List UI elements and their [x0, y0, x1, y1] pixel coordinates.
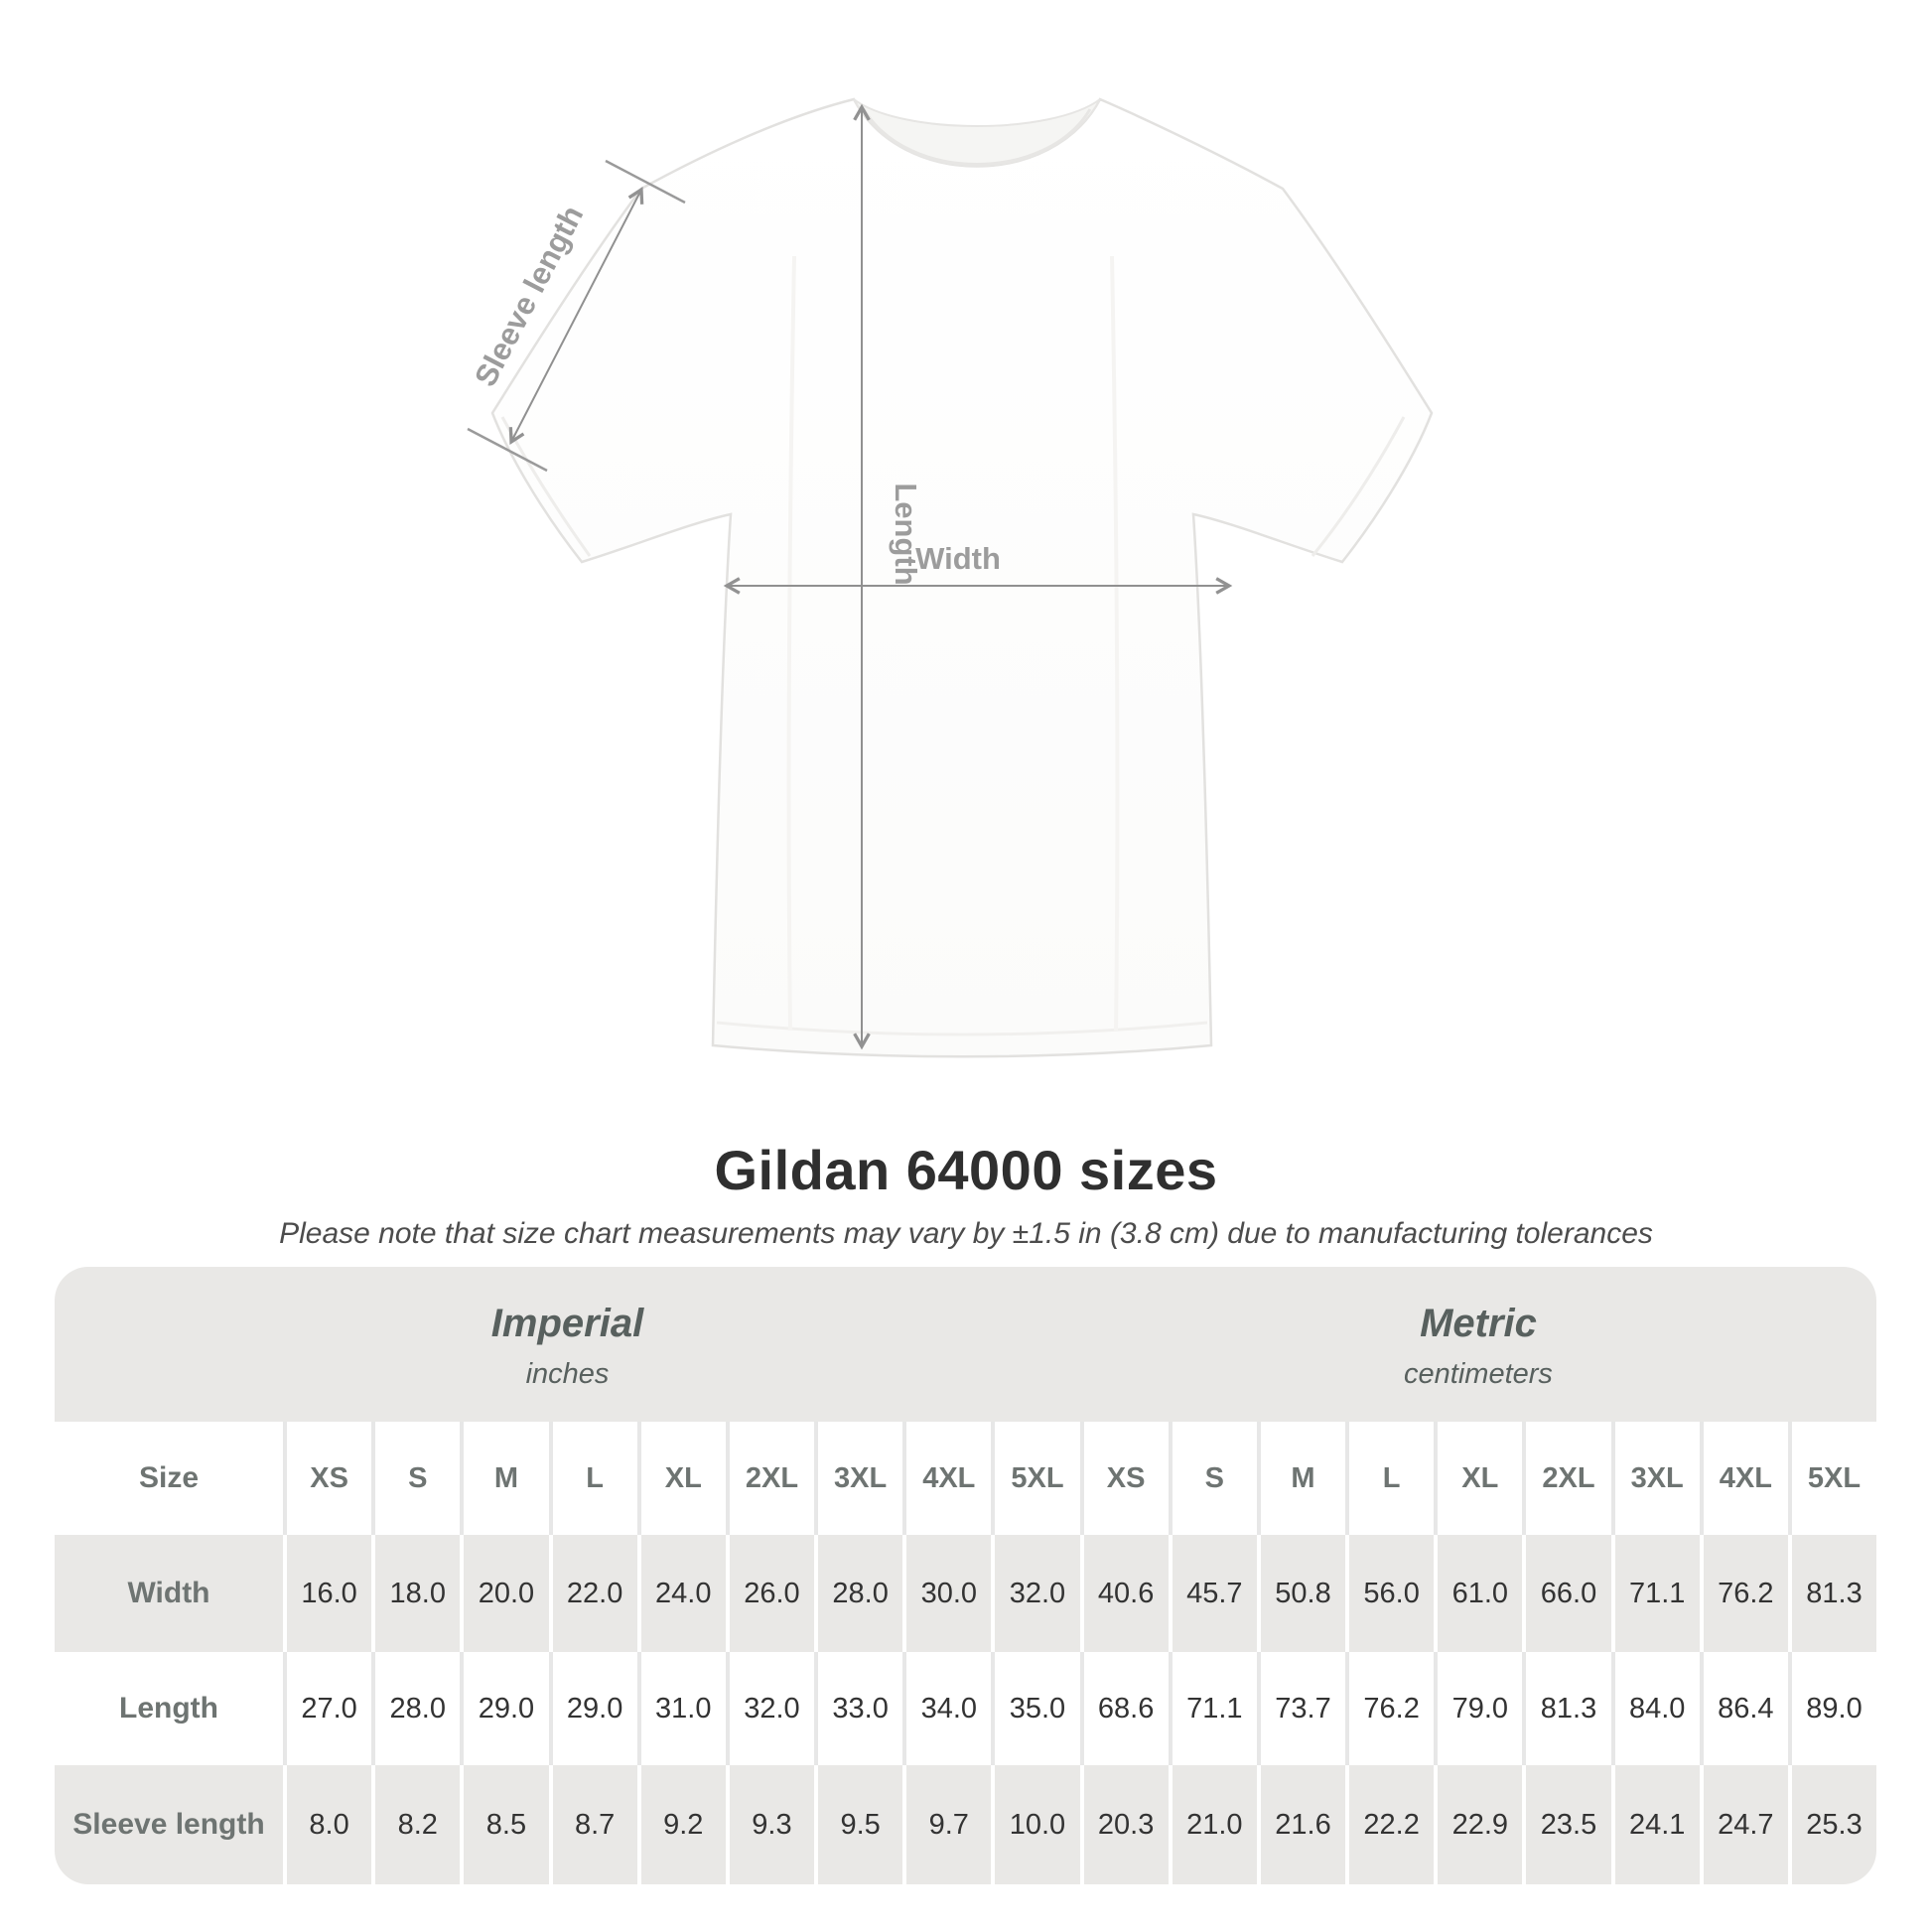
size-column-label: XS	[1079, 1422, 1169, 1535]
size-column-label: XL	[1434, 1422, 1522, 1535]
metric-unit: centimeters	[1404, 1358, 1553, 1390]
value-cell: 76.2	[1699, 1535, 1788, 1652]
size-column-label: 2XL	[725, 1422, 814, 1535]
value-cell: 8.7	[548, 1765, 637, 1884]
value-cell: 34.0	[902, 1652, 991, 1765]
tshirt-measurement-diagram: Length Width Sleeve length	[457, 77, 1449, 1080]
value-cell: 9.2	[636, 1765, 726, 1884]
page-subtitle: Please note that size chart measurements…	[279, 1217, 1653, 1250]
length-dimension: Length	[853, 103, 923, 1050]
value-cell: 29.0	[460, 1652, 548, 1765]
value-cell: 35.0	[991, 1652, 1079, 1765]
value-cell: 32.0	[991, 1535, 1079, 1652]
value-cell: 81.3	[1787, 1535, 1876, 1652]
value-cell: 73.7	[1256, 1652, 1345, 1765]
row-label-length: Length	[119, 1692, 218, 1725]
value-cell: 24.7	[1699, 1765, 1788, 1884]
value-cell: 24.1	[1610, 1765, 1700, 1884]
value-cell: 26.0	[725, 1535, 814, 1652]
size-column-label: M	[1256, 1422, 1345, 1535]
value-cell: 84.0	[1610, 1652, 1700, 1765]
value-cell: 68.6	[1079, 1652, 1169, 1765]
value-cell: 81.3	[1522, 1652, 1610, 1765]
size-header-row: Size XS S M L XL 2XL 3XL 4XL 5XL XS S M L XL 2XL 3XL 4XL…	[55, 1422, 1876, 1535]
size-column-label: 4XL	[1699, 1422, 1788, 1535]
size-column-label: 3XL	[814, 1422, 902, 1535]
value-cell: 9.5	[814, 1765, 902, 1884]
value-cell: 86.4	[1699, 1652, 1788, 1765]
size-column-label: 2XL	[1522, 1422, 1610, 1535]
size-column-label: 3XL	[1610, 1422, 1700, 1535]
imperial-unit: inches	[525, 1358, 610, 1390]
size-column-label: XL	[636, 1422, 726, 1535]
value-cell: 8.2	[371, 1765, 460, 1884]
value-cell: 32.0	[725, 1652, 814, 1765]
value-cell: 45.7	[1168, 1535, 1257, 1652]
size-column-label: L	[1345, 1422, 1434, 1535]
tshirt-illustration: Length Width Sleeve length	[467, 97, 1434, 1058]
table-row-width: Width 16.0 18.0 20.0 22.0 24.0 26.0 28.0 30.0 32…	[55, 1535, 1876, 1652]
imperial-label: Imperial	[490, 1302, 644, 1345]
value-cell: 29.0	[548, 1652, 637, 1765]
value-cell: 50.8	[1256, 1535, 1345, 1652]
value-cell: 40.6	[1079, 1535, 1169, 1652]
size-column-label: L	[548, 1422, 637, 1535]
value-cell: 21.6	[1256, 1765, 1345, 1884]
table-row-length: Length 27.0 28.0 29.0 29.0 31.0 32.0 33.0 34.0 3…	[55, 1652, 1876, 1765]
size-column-label: 4XL	[902, 1422, 991, 1535]
value-cell: 27.0	[283, 1652, 371, 1765]
value-cell: 9.7	[902, 1765, 991, 1884]
value-cell: 20.3	[1079, 1765, 1169, 1884]
size-column-label: S	[371, 1422, 460, 1535]
tee-shape	[490, 97, 1434, 1058]
size-table: Imperial inches Metric centimeters Size …	[55, 1267, 1876, 1884]
value-cell: 22.0	[548, 1535, 637, 1652]
width-dimension-label: Width	[915, 541, 1001, 576]
unit-section-imperial: Imperial inches	[55, 1267, 1080, 1422]
unit-header-band: Imperial inches Metric centimeters	[55, 1267, 1876, 1422]
size-column-header: Size	[138, 1461, 200, 1494]
width-dimension: Width	[723, 541, 1233, 595]
value-cell: 16.0	[283, 1535, 371, 1652]
value-cell: 8.0	[283, 1765, 371, 1884]
value-cell: 25.3	[1787, 1765, 1876, 1884]
metric-label: Metric	[1420, 1302, 1537, 1345]
value-cell: 10.0	[991, 1765, 1079, 1884]
value-cell: 21.0	[1168, 1765, 1257, 1884]
page-title: Gildan 64000 sizes	[714, 1139, 1218, 1201]
value-cell: 30.0	[902, 1535, 991, 1652]
value-cell: 33.0	[814, 1652, 902, 1765]
value-cell: 22.9	[1434, 1765, 1522, 1884]
value-cell: 89.0	[1787, 1652, 1876, 1765]
value-cell: 76.2	[1345, 1652, 1434, 1765]
size-column-label: S	[1168, 1422, 1257, 1535]
value-cell: 28.0	[371, 1652, 460, 1765]
size-column-label: 5XL	[1787, 1422, 1876, 1535]
value-cell: 9.3	[725, 1765, 814, 1884]
value-cell: 23.5	[1522, 1765, 1610, 1884]
value-cell: 8.5	[460, 1765, 548, 1884]
value-cell: 20.0	[460, 1535, 548, 1652]
value-cell: 28.0	[814, 1535, 902, 1652]
value-cell: 79.0	[1434, 1652, 1522, 1765]
row-label-width: Width	[127, 1577, 210, 1609]
row-label-sleeve-length: Sleeve length	[72, 1808, 265, 1841]
value-cell: 71.1	[1610, 1535, 1700, 1652]
value-cell: 61.0	[1434, 1535, 1522, 1652]
size-column-label: M	[460, 1422, 548, 1535]
length-dimension-label: Length	[889, 483, 923, 585]
value-cell: 56.0	[1345, 1535, 1434, 1652]
unit-section-metric: Metric centimeters	[1080, 1267, 1876, 1422]
value-cell: 71.1	[1168, 1652, 1257, 1765]
size-column-label: 5XL	[991, 1422, 1079, 1535]
value-cell: 31.0	[636, 1652, 726, 1765]
size-column-label: XS	[283, 1422, 371, 1535]
value-cell: 66.0	[1522, 1535, 1610, 1652]
value-cell: 22.2	[1345, 1765, 1434, 1884]
table-row-sleeve-length: Sleeve length 8.0 8.2 8.5 8.7 9.2 9.3 9.5 9.7 10…	[55, 1765, 1876, 1884]
value-cell: 18.0	[371, 1535, 460, 1652]
value-cell: 24.0	[636, 1535, 726, 1652]
